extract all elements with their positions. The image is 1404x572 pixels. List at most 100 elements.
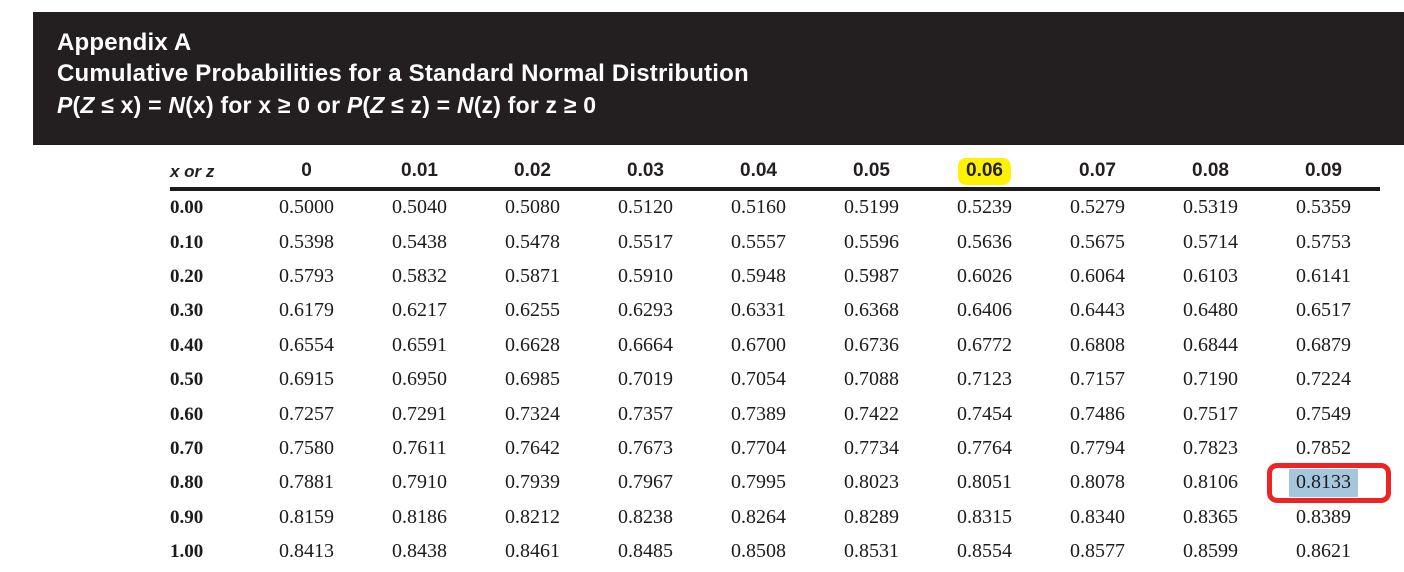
cell-value: 0.8621 xyxy=(1296,540,1351,563)
table-cell: 0.5871 xyxy=(476,263,589,291)
row-label: 0.50 xyxy=(170,369,204,391)
cell-value: 0.6480 xyxy=(1183,299,1238,322)
table-cell: 0.6808 xyxy=(1041,332,1154,360)
cell-value: 0.6985 xyxy=(505,368,560,391)
cell-value: 0.8023 xyxy=(844,471,899,494)
cell-value: 0.7881 xyxy=(279,471,334,494)
table-cell: 0.7190 xyxy=(1154,366,1267,394)
cell-value: 0.5948 xyxy=(731,264,786,287)
table-cell: 0.5753 xyxy=(1267,229,1380,257)
cell-value: 0.7357 xyxy=(618,402,673,425)
cell-value: 0.8051 xyxy=(957,471,1012,494)
table-cell: 0.5279 xyxy=(1041,194,1154,222)
table-row: 0.60 0.7257 0.7291 0.7324 0.7357 0.7389 0.7422… xyxy=(170,397,1380,431)
cell-value: 0.5438 xyxy=(392,230,447,253)
cell-value: 0.7486 xyxy=(1070,402,1125,425)
cell-value: 0.8438 xyxy=(392,540,447,563)
table-cell: 0.6179 xyxy=(250,297,363,325)
cell-value: 0.8577 xyxy=(1070,540,1125,563)
table-cell: 0.5120 xyxy=(589,194,702,222)
highlighted-cell-value: 0.8133 xyxy=(1289,469,1358,498)
table-cell: 0.6026 xyxy=(928,263,1041,291)
table-cell: 0.5478 xyxy=(476,229,589,257)
cell-value: 0.7389 xyxy=(731,402,786,425)
table-cell: 0.7967 xyxy=(589,469,702,497)
formula-segment: (x) for x ≥ 0 or xyxy=(185,92,347,118)
table-cell: 0.7157 xyxy=(1041,366,1154,394)
cell-value: 0.6517 xyxy=(1296,299,1351,322)
cell-value: 0.7224 xyxy=(1296,368,1351,391)
table-cell: 0.5040 xyxy=(363,194,476,222)
table-cell: 0.7611 xyxy=(363,435,476,463)
table-cell: 0.8389 xyxy=(1267,504,1380,532)
table-cell: 0.8186 xyxy=(363,504,476,532)
table-cell: 0.8413 xyxy=(250,538,363,566)
table-cell: 0.8315 xyxy=(928,504,1041,532)
table-cell: 0.6628 xyxy=(476,332,589,360)
cell-value: 0.7422 xyxy=(844,402,899,425)
cell-value: 0.8264 xyxy=(731,505,786,528)
table-cell: 0.5948 xyxy=(702,263,815,291)
table-cell: 0.8485 xyxy=(589,538,702,566)
table-cell: 0.5319 xyxy=(1154,194,1267,222)
table-cell: 0.6331 xyxy=(702,297,815,325)
formula-segment: N xyxy=(168,92,186,118)
cell-value: 0.6950 xyxy=(392,368,447,391)
table-cell: 0.5675 xyxy=(1041,229,1154,257)
table-cell: 0.8508 xyxy=(702,538,815,566)
cell-value: 0.7324 xyxy=(505,402,560,425)
table-cell: 0.5080 xyxy=(476,194,589,222)
cell-value: 0.6700 xyxy=(731,333,786,356)
cell-value: 0.8485 xyxy=(618,540,673,563)
cell-value: 0.6331 xyxy=(731,299,786,322)
row-label: 0.10 xyxy=(170,231,204,253)
cell-value: 0.7642 xyxy=(505,436,560,459)
cell-value: 0.5319 xyxy=(1183,196,1238,219)
formula-segment: ( xyxy=(362,92,371,118)
cell-value: 0.8212 xyxy=(505,505,560,528)
table-cell: 0.5910 xyxy=(589,263,702,291)
yellow-highlight: 0.06 xyxy=(958,158,1011,185)
cell-value: 0.5871 xyxy=(505,264,560,287)
formula-segment: N xyxy=(456,92,474,118)
cell-value: 0.6293 xyxy=(618,299,673,322)
column-header-label: 0.01 xyxy=(401,160,438,181)
cell-value: 0.6406 xyxy=(957,299,1012,322)
table-cell: 0.7389 xyxy=(702,401,815,429)
table-cell: 0.6879 xyxy=(1267,332,1380,360)
probability-formula: P(Z ≤ x) = N(x) for x ≥ 0 or P(Z ≤ z) = … xyxy=(57,89,1404,122)
z-table-header-row: x or z 0 0.01 0.02 0.03 0.04 0.05 0.06 0.07 0.08… xyxy=(170,156,1380,191)
column-header: 0.05 xyxy=(815,158,928,185)
column-header-label: 0.09 xyxy=(1305,160,1342,181)
table-cell: 0.8577 xyxy=(1041,538,1154,566)
table-cell: 0.7454 xyxy=(928,401,1041,429)
table-cell: 0.8106 xyxy=(1154,469,1267,497)
cell-value: 0.7019 xyxy=(618,368,673,391)
cell-value: 0.5714 xyxy=(1183,230,1238,253)
table-cell: 0.6064 xyxy=(1041,263,1154,291)
cell-value: 0.6664 xyxy=(618,333,673,356)
cell-value: 0.5596 xyxy=(844,230,899,253)
cell-value: 0.5478 xyxy=(505,230,560,253)
cell-value: 0.6772 xyxy=(957,333,1012,356)
cell-value: 0.8365 xyxy=(1183,505,1238,528)
z-table: x or z 0 0.01 0.02 0.03 0.04 0.05 0.06 0.07 0.08… xyxy=(170,156,1391,569)
formula-segment: ≤ z) = xyxy=(384,92,457,118)
table-cell: 0.6985 xyxy=(476,366,589,394)
cell-value: 0.7549 xyxy=(1296,402,1351,425)
row-label: 1.00 xyxy=(170,541,204,563)
formula-segment: ≤ x) = xyxy=(94,92,169,118)
table-cell: 0.5398 xyxy=(250,229,363,257)
cell-value: 0.5517 xyxy=(618,230,673,253)
table-cell: 0.6844 xyxy=(1154,332,1267,360)
cell-value: 0.7190 xyxy=(1183,368,1238,391)
table-cell: 0.8212 xyxy=(476,504,589,532)
cell-value: 0.6554 xyxy=(279,333,334,356)
table-cell: 0.7486 xyxy=(1041,401,1154,429)
table-cell: 0.5596 xyxy=(815,229,928,257)
table-cell: 0.5557 xyxy=(702,229,815,257)
formula-segment: Z xyxy=(370,92,385,118)
table-cell: 0.7910 xyxy=(363,469,476,497)
cell-value: 0.6879 xyxy=(1296,333,1351,356)
column-header-label: 0.07 xyxy=(1079,160,1116,181)
